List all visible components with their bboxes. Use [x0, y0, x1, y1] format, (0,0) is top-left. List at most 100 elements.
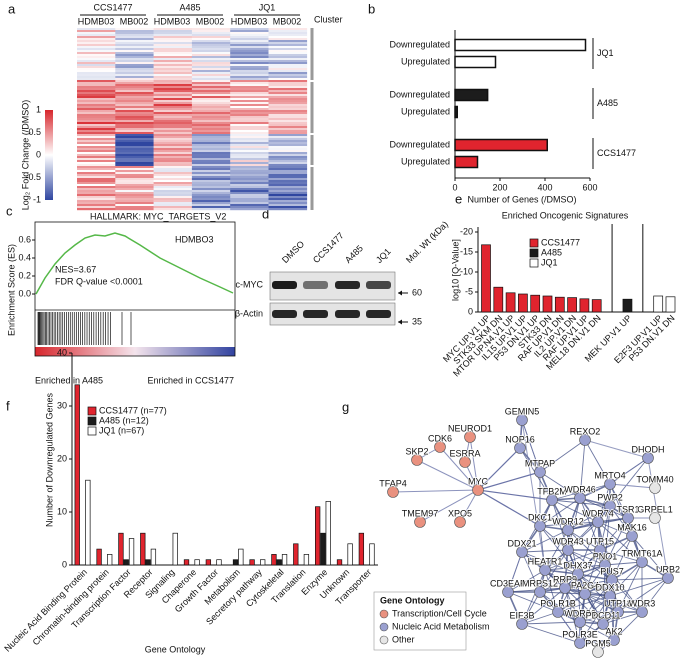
heatmap-cell — [153, 182, 193, 185]
heatmap-cell — [230, 132, 269, 135]
heatmap-cell — [268, 56, 308, 59]
heatmap-cell — [153, 42, 193, 45]
heatmap-cell — [115, 180, 154, 183]
heatmap-cell — [115, 42, 154, 45]
heatmap-cell — [77, 86, 116, 89]
heatmap-cell — [191, 140, 231, 143]
heatmap-cell — [77, 36, 116, 39]
heatmap-cell — [191, 70, 231, 73]
network-edge — [609, 505, 633, 537]
node-label: PUS7 — [600, 566, 624, 576]
row-label: c-MYC — [236, 279, 264, 289]
network-node — [562, 524, 574, 536]
heatmap-cell — [268, 194, 308, 197]
heatmap-cell — [153, 70, 193, 73]
heatmap-cell — [153, 144, 193, 147]
network-edge — [577, 521, 599, 575]
heatmap-cell — [230, 186, 269, 189]
heatmap-cell — [268, 32, 308, 35]
network-edge — [459, 489, 479, 523]
lane-label: JQ1 — [374, 246, 393, 265]
heatmap-cell — [115, 50, 154, 53]
colorbar-tick: 0.5 — [28, 127, 41, 137]
heatmap-cell — [268, 160, 308, 163]
group-label: CCS1477 — [597, 148, 636, 158]
heatmap-cell — [230, 166, 269, 169]
heatmap-cell — [191, 152, 231, 155]
heatmap-cell — [191, 84, 231, 87]
heatmap-cell — [77, 98, 116, 101]
network-edge — [521, 569, 546, 625]
heatmap-cell — [77, 170, 116, 173]
heatmap-cell — [230, 200, 269, 203]
blot — [269, 302, 396, 326]
node-label: TOMM40 — [636, 474, 673, 484]
heatmap-cell — [191, 174, 231, 177]
heatmap-cell — [77, 128, 116, 131]
heatmap-cell — [268, 170, 308, 173]
heatmap-cell — [268, 178, 308, 181]
heatmap-cell — [191, 64, 231, 67]
heatmap-cell — [77, 118, 116, 121]
heatmap-cell — [115, 62, 154, 65]
network-node — [514, 442, 526, 454]
heatmap-cell — [191, 184, 231, 187]
heatmap-cell — [230, 34, 269, 37]
node-label: REXO2 — [570, 426, 601, 436]
network-node — [649, 512, 661, 524]
legend-swatch — [87, 416, 97, 426]
heatmap-cell — [115, 34, 154, 37]
y-tick-label: 20 — [57, 453, 67, 463]
network-edge — [521, 621, 581, 625]
y-tick-label: 0.0 — [18, 288, 31, 298]
heatmap-cell — [153, 208, 193, 211]
heatmap-cell — [77, 96, 116, 99]
heatmap-cell — [268, 46, 308, 49]
heatmap-cell — [191, 78, 231, 81]
network-node — [387, 486, 399, 498]
heatmap-cell — [153, 184, 193, 187]
network-edge — [521, 419, 546, 571]
network-node — [649, 482, 661, 494]
network-node — [411, 454, 423, 466]
heatmap-cell — [230, 124, 269, 127]
heatmap-cell — [191, 66, 231, 69]
network-edge — [609, 457, 649, 485]
heatmap-cell — [77, 28, 116, 31]
group-label: A485 — [597, 98, 618, 108]
network-edge — [609, 577, 669, 597]
legend-swatch — [87, 426, 97, 436]
heatmap-cell — [77, 108, 116, 111]
node-label: DDX21 — [507, 538, 536, 548]
heatmap-cell — [230, 68, 269, 71]
network-edge — [564, 587, 619, 613]
heatmap-cell — [153, 196, 193, 199]
left-label: Enriched in A485 — [35, 375, 103, 385]
heatmap-cell — [153, 164, 193, 167]
network-edge — [631, 535, 669, 579]
bar — [567, 297, 577, 313]
heatmap-cell — [268, 98, 308, 101]
heatmap-cell — [191, 194, 231, 197]
node-label: EIF3B — [509, 610, 534, 620]
heatmap-cell — [191, 52, 231, 55]
panel-label: d — [262, 206, 269, 221]
bar — [554, 296, 565, 313]
heatmap-cell — [268, 66, 308, 69]
heatmap-cell — [115, 78, 154, 81]
heatmap-cell — [230, 134, 269, 137]
heatmap-cell — [115, 100, 154, 103]
x-axis-label: Number of Genes (/DMSO) — [467, 194, 576, 204]
heatmap-cell — [115, 186, 154, 189]
network-edge — [477, 489, 541, 527]
heatmap-cell — [191, 94, 231, 97]
heatmap-cell — [153, 114, 193, 117]
heatmap-cell — [115, 56, 154, 59]
heatmap-cell — [153, 206, 193, 209]
heatmap-cell — [115, 206, 154, 209]
heatmap-cell — [191, 108, 231, 111]
heatmap-cell — [153, 108, 193, 111]
bar — [172, 532, 178, 566]
heatmap-cell — [230, 60, 269, 63]
